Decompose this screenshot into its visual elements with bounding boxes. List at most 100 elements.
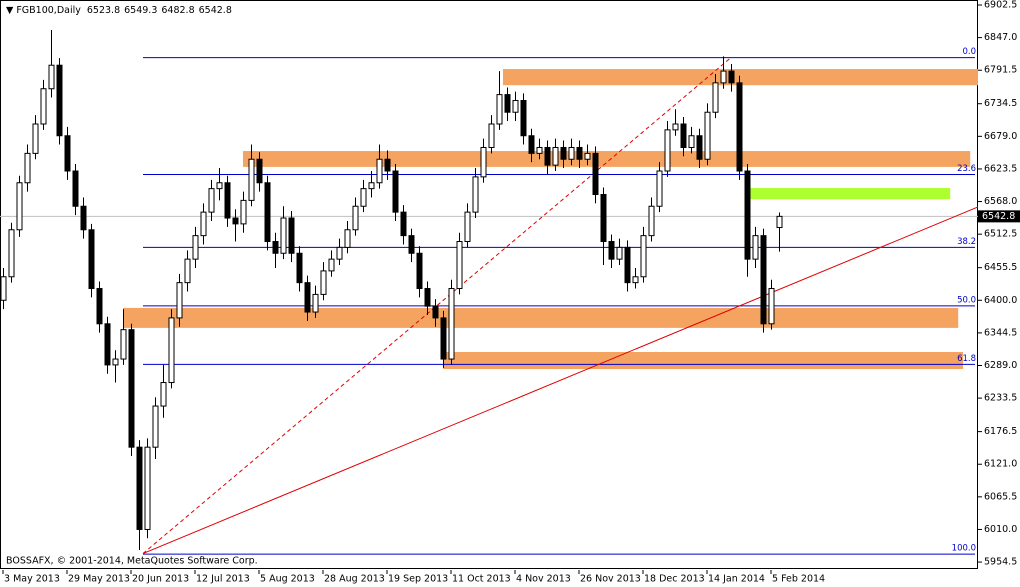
candle-body [552, 146, 559, 166]
open: 6523.8 [87, 5, 120, 16]
candle-body [544, 146, 551, 166]
candle-body [760, 235, 767, 325]
candle-body [608, 241, 615, 260]
candle-body [600, 194, 607, 243]
y-tick-label: 6010.0 [984, 524, 1017, 535]
x-tick-label: 5 Aug 2013 [260, 574, 315, 585]
candle-body [624, 246, 631, 284]
candle-body [56, 64, 63, 137]
y-tick-label: 6512.5 [984, 229, 1017, 240]
header-arrow: ▼ [6, 5, 16, 16]
x-tick-label: 12 Jul 2013 [196, 574, 250, 585]
candle-body [360, 188, 367, 207]
x-tick-label: 20 Jun 2013 [132, 574, 189, 585]
candle-body [504, 94, 511, 113]
x-tick-label: 3 May 2013 [4, 574, 60, 585]
candle-body [128, 329, 135, 448]
candle-body [72, 170, 79, 207]
candle-body [656, 170, 663, 207]
low: 6482.8 [161, 5, 194, 16]
y-tick-label: 6065.5 [984, 491, 1017, 502]
candle-body [248, 158, 255, 201]
y-tick-label: 6568.0 [984, 196, 1017, 207]
candle-body [768, 288, 775, 325]
candle-body [536, 146, 543, 154]
y-tick-label: 6679.0 [984, 131, 1017, 142]
y-tick-label: 6176.5 [984, 426, 1017, 437]
high: 6549.3 [124, 5, 157, 16]
candle-body [16, 182, 23, 231]
fib-label: 0.0 [962, 47, 976, 57]
candle-body [720, 70, 727, 84]
candle-body [8, 229, 15, 278]
price-tag-bg [978, 210, 1020, 223]
y-tick-label: 6344.5 [984, 327, 1017, 338]
candle-body [328, 258, 335, 272]
candle-body [448, 288, 455, 360]
candle-body [24, 152, 31, 184]
candle-body [296, 252, 303, 284]
candle-body [616, 246, 623, 260]
x-tick-label: 28 Aug 2013 [324, 574, 385, 585]
candle-body [688, 135, 695, 148]
candle-body [240, 199, 247, 225]
candle-body [144, 446, 151, 530]
fib-label: 38.2 [957, 237, 976, 247]
x-tick-label: 26 Nov 2013 [580, 574, 641, 585]
candle-body [480, 146, 487, 178]
candle-body [64, 135, 71, 172]
candle-body [568, 146, 575, 160]
candle-body [184, 258, 191, 284]
y-tick-label: 6455.5 [984, 262, 1017, 273]
close: 6542.8 [199, 5, 232, 16]
candle-body [232, 217, 239, 225]
candle-body [96, 288, 103, 325]
candle-body [32, 123, 39, 154]
zone [503, 69, 978, 86]
candle-body [464, 211, 471, 243]
candle-body [512, 99, 519, 113]
candle-body [640, 235, 647, 278]
candle-body [392, 170, 399, 213]
candle-body [88, 229, 95, 290]
candle-body [272, 241, 279, 254]
candle-body [160, 382, 167, 407]
candle-body [648, 205, 655, 237]
candle-body [368, 182, 375, 190]
candle-body [560, 146, 567, 160]
candle-body [672, 123, 679, 131]
candle-body [112, 358, 119, 366]
candle-body [408, 235, 415, 254]
x-tick-label: 5 Feb 2014 [772, 574, 825, 585]
y-tick-label: 6791.5 [984, 65, 1017, 76]
x-tick-label: 14 Jan 2014 [708, 574, 765, 585]
candle-body [48, 64, 55, 90]
candle-body [200, 211, 207, 237]
candle-body [304, 282, 311, 313]
candle-body [40, 88, 47, 125]
chart-header: ▼ FGB100,Daily 6523.8 6549.3 6482.8 6542.8 [6, 5, 232, 16]
y-tick-label: 6734.5 [984, 98, 1017, 109]
y-tick-label: 6847.0 [984, 32, 1017, 43]
candle-body [632, 276, 639, 284]
candle-body [680, 123, 687, 148]
x-tick-label: 18 Dec 2013 [644, 574, 705, 585]
candle-body [224, 182, 231, 219]
candle-body [120, 329, 127, 360]
y-tick-label: 6233.5 [984, 393, 1017, 404]
candle-body [216, 182, 223, 190]
chart-title: FGB100,Daily [16, 5, 81, 16]
x-tick-label: 29 May 2013 [68, 574, 130, 585]
y-tick-label: 6623.5 [984, 163, 1017, 174]
zone [243, 151, 971, 167]
candle-body [712, 82, 719, 113]
candle-body [400, 211, 407, 237]
y-tick-label: 5954.5 [984, 557, 1017, 568]
candle-body [472, 176, 479, 213]
trendline [142, 206, 979, 555]
candle-body [376, 158, 383, 184]
candle-body [288, 217, 295, 254]
candle-body [432, 305, 439, 319]
candle-body [728, 70, 735, 84]
